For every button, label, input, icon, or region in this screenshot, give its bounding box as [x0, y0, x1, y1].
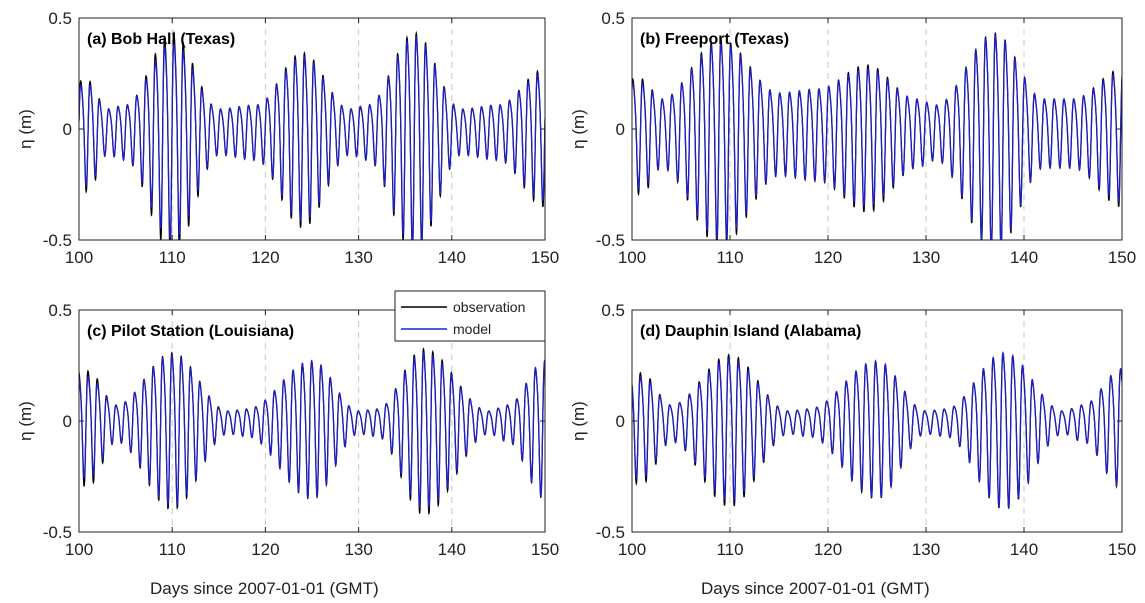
x-tick-label: 130 — [912, 248, 940, 267]
x-tick-label: 100 — [618, 248, 646, 267]
y-tick-label: 0 — [616, 412, 625, 431]
panel-title: (c) Pilot Station (Louisiana) — [87, 323, 294, 340]
series-group — [79, 30, 545, 240]
y-axis-label: η (m) — [16, 109, 35, 149]
x-tick-label: 130 — [344, 540, 372, 559]
y-tick-label: -0.5 — [43, 523, 72, 542]
x-tick-label: 110 — [716, 248, 743, 267]
y-tick-label: 0.5 — [48, 9, 72, 28]
y-tick-label: 0 — [63, 120, 72, 139]
x-tick-label: 100 — [65, 540, 93, 559]
y-tick-label: -0.5 — [43, 231, 72, 250]
x-tick-label: 140 — [1010, 540, 1038, 559]
x-tick-label: 120 — [814, 248, 842, 267]
x-tick-label: 140 — [438, 540, 466, 559]
series-group — [79, 347, 545, 516]
y-tick-label: 0.5 — [601, 9, 625, 28]
series-line-model — [632, 32, 1122, 240]
x-tick-label: 150 — [531, 248, 559, 267]
panel-title: (d) Dauphin Island (Alabama) — [640, 323, 861, 340]
x-tick-label: 150 — [1108, 540, 1136, 559]
x-tick-label: 110 — [716, 540, 743, 559]
y-tick-label: 0 — [616, 120, 625, 139]
x-axis-caption-left: Days since 2007-01-01 (GMT) — [150, 579, 379, 598]
x-tick-label: 130 — [344, 248, 372, 267]
legend-label: model — [453, 321, 491, 337]
chart-panel: 100 110 120 130 140 150 -0.5 0 0.5 η (m) (a) Bob H… — [16, 9, 559, 267]
y-tick-label: -0.5 — [596, 523, 625, 542]
y-tick-label: -0.5 — [596, 231, 625, 250]
x-tick-label: 100 — [65, 248, 93, 267]
y-tick-label: 0.5 — [601, 301, 625, 320]
legend-label: observation — [453, 299, 525, 315]
y-tick-label: 0.5 — [48, 301, 72, 320]
series-line-model — [79, 35, 545, 240]
series-line-model — [79, 352, 545, 510]
chart-panel: 100 110 120 130 140 150 -0.5 0 0.5 η (m) (c) Pilot… — [16, 301, 559, 559]
x-tick-label: 150 — [1108, 248, 1136, 267]
plot-area — [632, 310, 1122, 532]
x-tick-label: 110 — [159, 540, 186, 559]
panel-title: (a) Bob Hall (Texas) — [87, 31, 235, 48]
x-axis-caption-right: Days since 2007-01-01 (GMT) — [701, 579, 930, 598]
x-tick-label: 120 — [814, 540, 842, 559]
x-tick-label: 120 — [251, 248, 279, 267]
y-axis-label: η (m) — [569, 109, 588, 149]
y-axis-label: η (m) — [569, 401, 588, 441]
x-tick-label: 140 — [1010, 248, 1038, 267]
x-tick-label: 110 — [159, 248, 186, 267]
chart-panel: 100 110 120 130 140 150 -0.5 0 0.5 η (m) (d) Dauph… — [569, 301, 1136, 559]
legend-box — [394, 290, 546, 342]
x-tick-label: 100 — [618, 540, 646, 559]
panel-title: (b) Freeport (Texas) — [640, 31, 789, 48]
x-tick-label: 150 — [531, 540, 559, 559]
plot-area — [79, 310, 545, 532]
y-axis-label: η (m) — [16, 401, 35, 441]
legend: observation model — [394, 290, 546, 342]
x-tick-label: 120 — [251, 540, 279, 559]
chart-panel: 100 110 120 130 140 150 -0.5 0 0.5 η (m) (b) Freep… — [569, 9, 1136, 267]
x-tick-label: 140 — [438, 248, 466, 267]
series-group — [632, 351, 1122, 509]
series-line-model — [632, 351, 1122, 508]
plot-area — [632, 18, 1122, 240]
y-tick-label: 0 — [63, 412, 72, 431]
x-tick-label: 130 — [912, 540, 940, 559]
series-group — [632, 32, 1122, 240]
